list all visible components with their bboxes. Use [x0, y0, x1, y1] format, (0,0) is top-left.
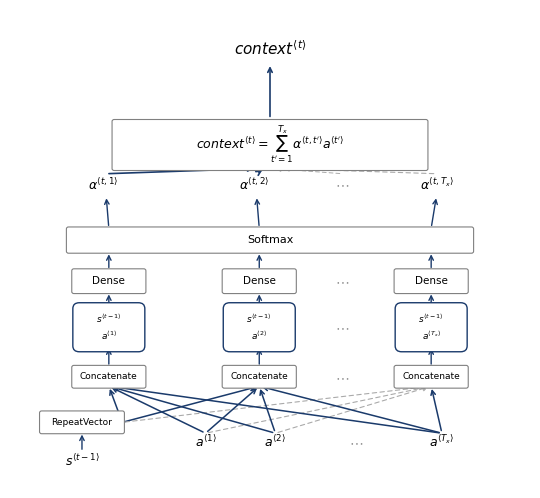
Text: $s^{\langle t-1 \rangle}$: $s^{\langle t-1 \rangle}$	[418, 312, 444, 325]
Text: Dense: Dense	[243, 276, 276, 286]
Text: Concatenate: Concatenate	[80, 373, 138, 381]
Text: $a^{\langle 2 \rangle}$: $a^{\langle 2 \rangle}$	[251, 330, 267, 342]
Text: $\alpha^{\langle t,1 \rangle}$: $\alpha^{\langle t,1 \rangle}$	[88, 177, 119, 193]
Text: Concatenate: Concatenate	[402, 373, 460, 381]
FancyBboxPatch shape	[394, 269, 468, 293]
Text: $\cdots$: $\cdots$	[335, 274, 350, 288]
FancyBboxPatch shape	[72, 366, 146, 388]
FancyBboxPatch shape	[394, 366, 468, 388]
Text: $\cdots$: $\cdots$	[349, 435, 363, 449]
Text: $\alpha^{\langle t,T_x \rangle}$: $\alpha^{\langle t,T_x \rangle}$	[420, 177, 454, 193]
Text: $\cdots$: $\cdots$	[335, 370, 350, 384]
Text: Softmax: Softmax	[247, 235, 293, 245]
Text: $s^{\langle t-1 \rangle}$: $s^{\langle t-1 \rangle}$	[96, 312, 122, 325]
FancyBboxPatch shape	[112, 120, 428, 170]
Text: $s^{\langle t-1 \rangle}$: $s^{\langle t-1 \rangle}$	[246, 312, 272, 325]
Text: $\cdots$: $\cdots$	[335, 320, 350, 334]
Text: Dense: Dense	[92, 276, 125, 286]
Text: $a^{\langle 1 \rangle}$: $a^{\langle 1 \rangle}$	[194, 434, 217, 450]
FancyBboxPatch shape	[39, 411, 124, 434]
Text: $a^{\langle T_x \rangle}$: $a^{\langle T_x \rangle}$	[422, 330, 441, 342]
Text: $\cdots$: $\cdots$	[335, 178, 350, 192]
FancyBboxPatch shape	[395, 303, 467, 352]
FancyBboxPatch shape	[72, 269, 146, 293]
FancyBboxPatch shape	[222, 366, 296, 388]
FancyBboxPatch shape	[73, 303, 145, 352]
Text: $\alpha^{\langle t,2 \rangle}$: $\alpha^{\langle t,2 \rangle}$	[239, 177, 269, 193]
Text: $s^{\langle t-1 \rangle}$: $s^{\langle t-1 \rangle}$	[65, 453, 99, 469]
Text: RepeatVector: RepeatVector	[51, 418, 112, 427]
Text: $a^{\langle 2 \rangle}$: $a^{\langle 2 \rangle}$	[265, 434, 286, 450]
FancyBboxPatch shape	[222, 269, 296, 293]
Text: $context^{\langle t \rangle} = \sum_{t^{\prime}=1}^{T_x}\alpha^{\langle t,t^{\pr: $context^{\langle t \rangle} = \sum_{t^{…	[195, 124, 345, 166]
Text: $context^{\langle t \rangle}$: $context^{\langle t \rangle}$	[234, 39, 306, 58]
FancyBboxPatch shape	[223, 303, 295, 352]
FancyBboxPatch shape	[66, 227, 474, 253]
Text: $a^{\langle 1 \rangle}$: $a^{\langle 1 \rangle}$	[100, 330, 117, 342]
Text: Dense: Dense	[415, 276, 448, 286]
Text: Concatenate: Concatenate	[231, 373, 288, 381]
Text: $a^{\langle T_x \rangle}$: $a^{\langle T_x \rangle}$	[429, 434, 455, 450]
